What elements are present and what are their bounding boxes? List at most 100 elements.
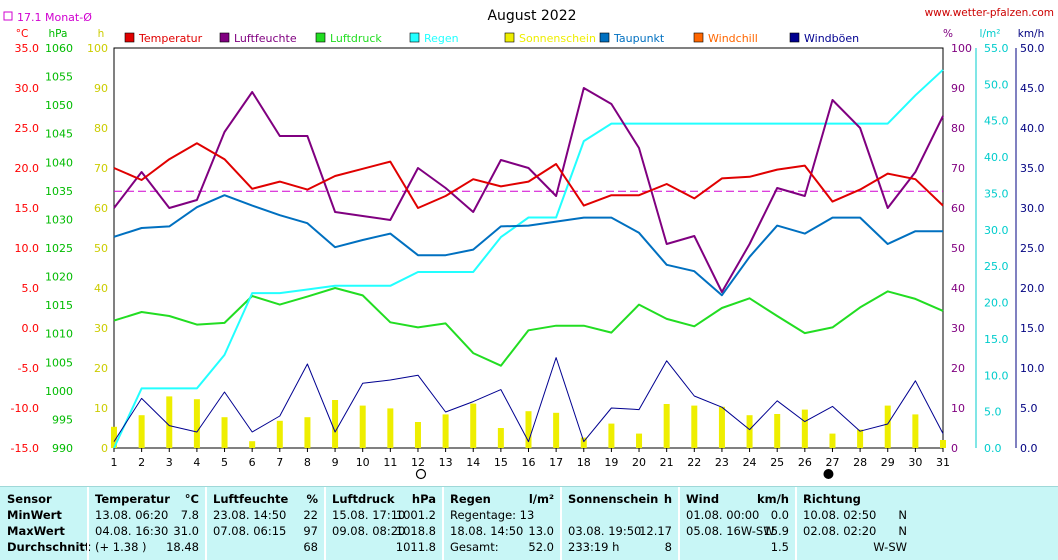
tick-label-pressure: 1025 (45, 242, 73, 255)
sunshine-bar (829, 433, 836, 448)
monthly-average-label: 17.1 Monat-Ø (17, 11, 92, 24)
tick-label-pressure: 1040 (45, 156, 73, 169)
tick-label-humidity: 0 (951, 442, 958, 455)
tick-label-sunshine: 80 (94, 122, 108, 135)
tick-label-temperature: 0.0 (22, 322, 40, 335)
series-line-taupunkt (113, 194, 943, 297)
tick-label-wind: 50.0 (1020, 42, 1045, 55)
tick-label-temperature: -5.0 (18, 362, 39, 375)
x-tick-label: 23 (715, 456, 729, 469)
sunshine-bar (111, 426, 117, 448)
tick-label-wind: 0.0 (1020, 442, 1038, 455)
sunshine-bar (387, 408, 394, 448)
x-tick-label: 21 (660, 456, 674, 469)
legend-label: Temperatur (138, 32, 203, 45)
stats-col-sunshine: Sonnenschein h 03.08. 19:50 12.17 233:19… (560, 487, 678, 560)
tick-label-pressure: 1060 (45, 42, 73, 55)
tick-label-pressure: 1050 (45, 99, 73, 112)
unit-temperature: °C (16, 28, 29, 40)
stats-col-rain: Regen l/m² Regentage: 13 18.08. 14:50 13… (442, 487, 560, 560)
rain-days: Regentage: 13 (450, 508, 535, 522)
tick-label-sunshine: 0 (101, 442, 108, 455)
sunshine-bar (691, 405, 698, 448)
humidity-max-time: 07.08. 06:15 (213, 524, 287, 538)
sunshine-bar (497, 428, 504, 448)
sunshine-bar (663, 404, 670, 448)
sunshine-header: Sonnenschein (568, 492, 659, 506)
sunshine-avg: 8 (664, 540, 672, 554)
sensor-row-min: MinWert (7, 508, 62, 522)
weather-chart: August 2022 www.wetter-pfalzen.com 17.1 … (3, 7, 1054, 480)
humidity-min: 22 (303, 508, 318, 522)
tick-label-humidity: 80 (951, 122, 965, 135)
tick-label-temperature: 5.0 (22, 282, 40, 295)
temperature-avg: 18.48 (166, 540, 199, 554)
direction-max-time: 02.08. 02:20 (803, 524, 877, 538)
tick-label-pressure: 1035 (45, 185, 73, 198)
tick-label-sunshine: 20 (94, 362, 108, 375)
tick-label-humidity: 60 (951, 202, 965, 215)
tick-label-humidity: 100 (951, 42, 972, 55)
wind-max: 15.9 (763, 524, 789, 538)
x-tick-label: 18 (577, 456, 591, 469)
tick-label-rain: 55.0 (984, 42, 1009, 55)
series-line-windböen (113, 357, 944, 443)
x-tick-label: 3 (166, 456, 173, 469)
pressure-max: 1018.8 (395, 524, 436, 538)
tick-label-rain: 5.0 (984, 406, 1002, 419)
tick-label-sunshine: 100 (87, 42, 108, 55)
sunshine-bar (442, 414, 449, 448)
temperature-header: Temperatur (95, 492, 170, 506)
tick-label-humidity: 20 (951, 362, 965, 375)
humidity-avg: 68 (303, 540, 318, 554)
pressure-header: Luftdruck (332, 492, 395, 506)
x-tick-label: 14 (466, 456, 480, 469)
tick-label-pressure: 1055 (45, 71, 73, 84)
sunshine-bar (525, 411, 532, 448)
tick-label-humidity: 50 (951, 242, 965, 255)
humidity-unit: % (306, 492, 318, 506)
sensor-header: Sensor (7, 492, 52, 506)
sunshine-bar (553, 412, 560, 448)
x-tick-label: 1 (111, 456, 118, 469)
series-line-luftdruck (113, 287, 944, 367)
source-link[interactable]: www.wetter-pfalzen.com (925, 7, 1054, 19)
sunshine-bar (857, 429, 864, 448)
series-line-luftfeuchte (113, 87, 944, 293)
temperature-min: 7.8 (180, 508, 199, 522)
stats-col-wind: Wind km/h 01.08. 00:00 0.0 05.08. 16W-SW… (678, 487, 795, 560)
legend-label: Sonnenschein (519, 32, 596, 45)
legend-swatch (599, 32, 610, 43)
sunshine-bars (111, 396, 946, 448)
tick-label-humidity: 70 (951, 162, 965, 175)
tick-label-rain: 20.0 (984, 297, 1009, 310)
temperature-unit: °C (184, 492, 199, 506)
x-tick-label: 13 (439, 456, 453, 469)
legend-label: Luftdruck (330, 32, 382, 45)
tick-label-temperature: 15.0 (15, 202, 40, 215)
direction-min-time: 10.08. 02:50 (803, 508, 877, 522)
wind-min: 0.0 (770, 508, 789, 522)
tick-label-rain: 40.0 (984, 151, 1009, 164)
tick-label-sunshine: 60 (94, 202, 108, 215)
legend-label: Luftfeuchte (234, 32, 297, 45)
rain-max-time: 18.08. 14:50 (450, 524, 524, 538)
wind-header: Wind (686, 492, 720, 506)
full-moon-icon (823, 469, 834, 479)
x-tick-label: 9 (332, 456, 339, 469)
x-tick-label: 20 (632, 456, 646, 469)
legend: Temperatur Luftfeuchte Luftdruck Regen Sonne… (124, 32, 859, 45)
sunshine-bar (636, 433, 643, 448)
x-tick-label: 29 (881, 456, 895, 469)
tick-label-temperature: 20.0 (15, 162, 40, 175)
sunshine-bar (746, 415, 753, 448)
tick-label-temperature: -10.0 (11, 402, 39, 415)
pressure-min-time: 15.08. 17:10 (332, 508, 406, 522)
tick-label-sunshine: 40 (94, 282, 108, 295)
series-line-temperatur (113, 142, 944, 209)
tick-label-pressure: 1010 (45, 328, 73, 341)
temperature-max: 31.0 (173, 524, 199, 538)
legend-label: Taupunkt (613, 32, 665, 45)
direction-min: N (898, 508, 907, 522)
wind-max-time: 05.08. 16W-SW (686, 524, 775, 538)
